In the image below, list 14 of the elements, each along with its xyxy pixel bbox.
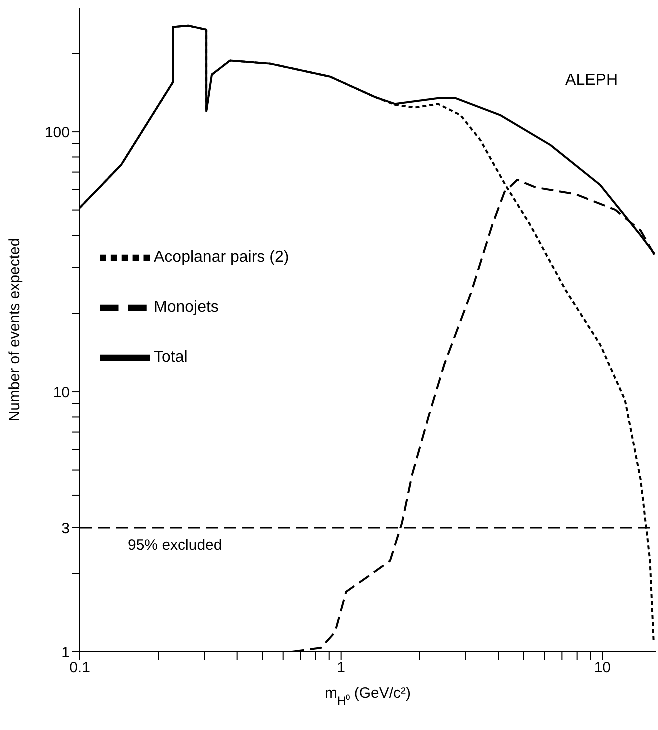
annotation: ALEPH xyxy=(566,72,618,90)
x-tick-label: 10 xyxy=(594,660,611,677)
legend-label: Monojets xyxy=(154,299,219,316)
y-axis-title: Number of events expected xyxy=(6,238,24,422)
legend-label: Total xyxy=(154,349,188,366)
y-tick-label: 100 xyxy=(44,124,70,142)
legend-label: Acoplanar pairs (2) xyxy=(154,249,290,266)
y-tick-label: 10 xyxy=(53,384,70,402)
y-tick-label: 3 xyxy=(62,520,70,538)
ref-line-label: 95% excluded xyxy=(128,536,222,554)
x-tick-label: 0.1 xyxy=(70,660,90,677)
y-tick-label: 1 xyxy=(62,644,70,662)
x-axis-title: m$_{H⁰}$ (GeV/c²) xyxy=(324,685,412,708)
x-tick-label: 1 xyxy=(337,660,346,677)
